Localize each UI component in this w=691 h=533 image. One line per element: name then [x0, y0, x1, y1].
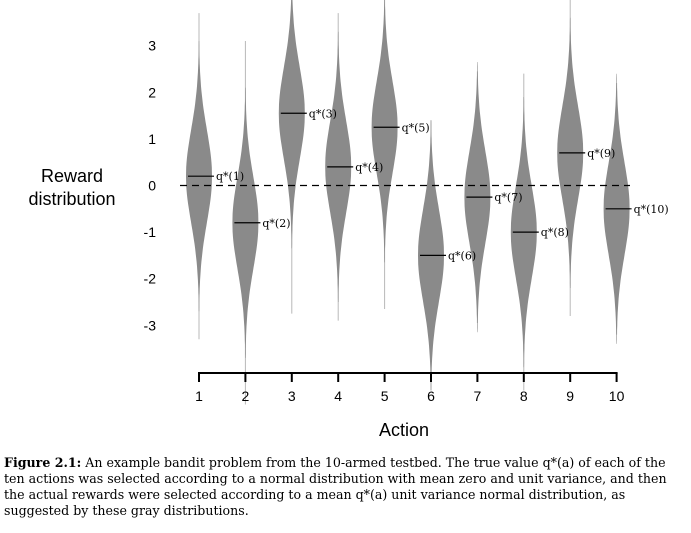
mean-label-5: q*(5) — [402, 121, 430, 134]
violin-5 — [371, 0, 398, 263]
y-tick-label--2: -2 — [144, 271, 157, 287]
x-tick-label-6: 6 — [427, 388, 435, 404]
mean-label-3: q*(3) — [309, 107, 337, 120]
y-tick-label-2: 2 — [148, 84, 156, 100]
mean-label-8: q*(8) — [541, 226, 569, 239]
bandit-chart: q*(1) q*(2) q*(3) q*(4) q*(5) q*(6) q*(7) q*(8)… — [28, 0, 669, 440]
mean-label-6: q*(6) — [448, 249, 476, 262]
x-tick-label-8: 8 — [520, 388, 528, 404]
x-tick-label-2: 2 — [242, 388, 250, 404]
x-tick-label-9: 9 — [566, 388, 574, 404]
y-tick-label-0: 0 — [148, 178, 156, 194]
mean-label-7: q*(7) — [494, 191, 522, 204]
y-axis-title-line-2: distribution — [28, 189, 115, 209]
mean-label-4: q*(4) — [355, 161, 383, 174]
mean-label-1: q*(1) — [216, 170, 244, 183]
mean-label-10: q*(10) — [634, 203, 669, 216]
x-tick-label-1: 1 — [195, 388, 203, 404]
violin-group — [186, 0, 630, 405]
mean-label-9: q*(9) — [587, 147, 615, 160]
y-axis-title-line-1: Reward — [41, 166, 103, 186]
x-axis: 1 2 3 4 5 6 7 8 9 10 — [195, 372, 625, 404]
y-axis: 3 2 1 0 -1 -2 -3 — [144, 38, 157, 334]
y-tick-label--1: -1 — [144, 224, 157, 240]
y-tick-label--3: -3 — [144, 317, 157, 333]
caption-text: An example bandit problem from the 10-ar… — [4, 455, 667, 518]
x-tick-label-7: 7 — [474, 388, 482, 404]
y-tick-label-1: 1 — [148, 131, 156, 147]
y-tick-label-3: 3 — [148, 38, 156, 54]
violin-3 — [278, 0, 305, 249]
caption-label: Figure 2.1: — [4, 455, 82, 470]
x-tick-label-5: 5 — [381, 388, 389, 404]
figure-caption: Figure 2.1: An example bandit problem fr… — [4, 455, 688, 519]
mean-markers: q*(1) q*(2) q*(3) q*(4) q*(5) q*(6) q*(7) q*(8)… — [188, 107, 669, 262]
x-axis-title: Action — [379, 420, 429, 440]
x-tick-label-10: 10 — [609, 388, 625, 404]
x-tick-label-3: 3 — [288, 388, 296, 404]
x-tick-label-4: 4 — [334, 388, 342, 404]
mean-label-2: q*(2) — [262, 217, 290, 230]
